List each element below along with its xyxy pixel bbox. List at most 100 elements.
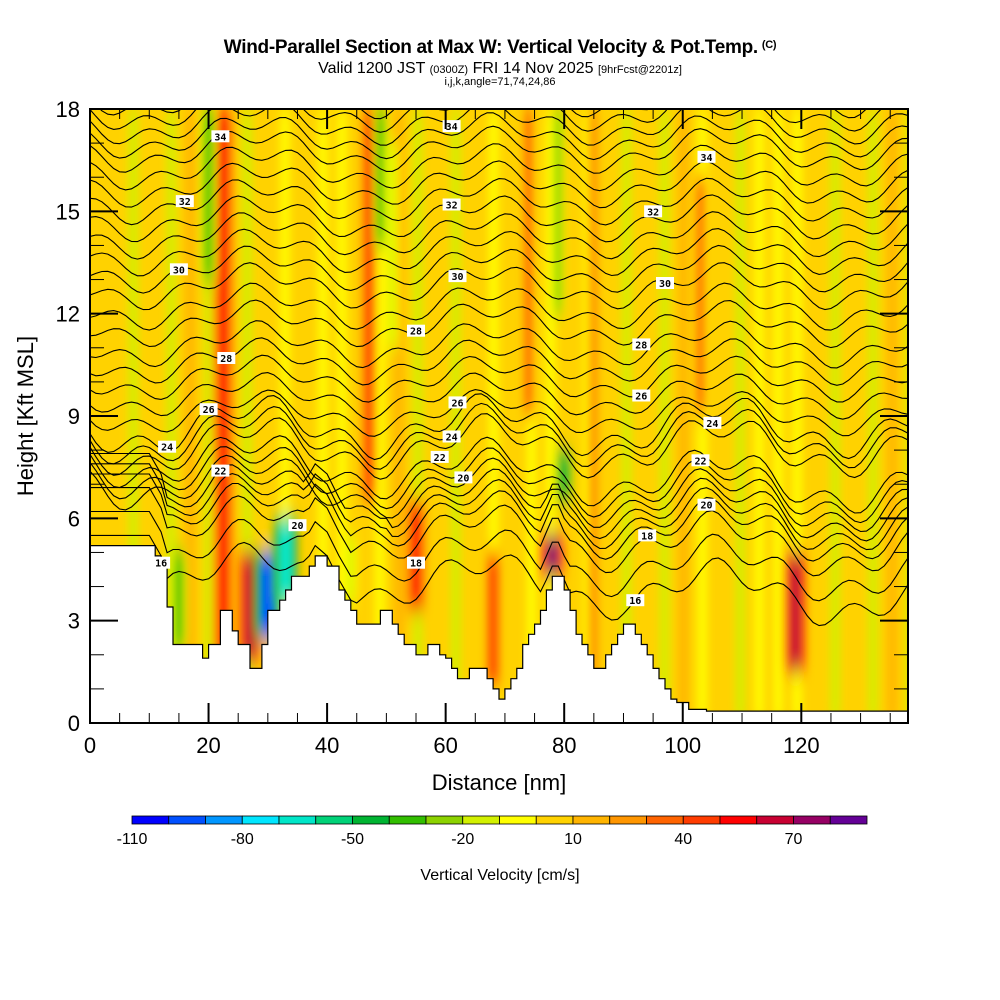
contour-label-text: 30 xyxy=(451,272,463,283)
contour-label-bg xyxy=(169,263,188,276)
contour-label-text: 28 xyxy=(635,340,647,351)
y-tick-label: 15 xyxy=(56,199,80,224)
contour-label-text: 32 xyxy=(446,201,458,212)
x-tick-label: 100 xyxy=(664,733,701,758)
theta-contour-line xyxy=(90,435,908,514)
contour-label: 22 xyxy=(691,454,710,467)
colorbar-swatch xyxy=(499,815,537,825)
field-stripe xyxy=(279,109,291,723)
field-stripe xyxy=(659,109,670,723)
updraft-core xyxy=(411,501,422,611)
contour-label-text: 28 xyxy=(410,327,422,338)
colorbar-tick-label: 40 xyxy=(674,831,692,848)
grid-indices: i,j,k,angle=71,74,24,86 xyxy=(444,76,556,88)
theta-contour-line xyxy=(90,143,908,192)
y-tick-label: 3 xyxy=(68,609,80,634)
downdraft-core xyxy=(377,109,384,246)
contour-label: 18 xyxy=(407,556,425,570)
colorbar: -110 -80 -50 -20 10 40 70 xyxy=(117,815,868,848)
field-stripe xyxy=(184,109,196,723)
colorbar-swatch xyxy=(205,815,243,825)
colorbar-tick-label: -50 xyxy=(341,831,364,848)
field-stripe xyxy=(469,109,481,723)
field-stripe xyxy=(791,109,803,723)
contour-label-bg xyxy=(211,130,230,143)
chart-subtitle: Valid 1200 JST (0300Z) FRI 14 Nov 2025 [… xyxy=(0,60,1000,78)
contour-label-text: 24 xyxy=(446,433,458,444)
contour-label-text: 18 xyxy=(641,531,653,542)
theta-contour-line xyxy=(90,244,908,294)
downdraft-core xyxy=(348,535,354,604)
contour-label-text: 22 xyxy=(214,467,226,478)
colorbar-title: Vertical Velocity [cm/s] xyxy=(420,867,579,884)
y-tick-label: 6 xyxy=(68,506,80,531)
colorbar-swatch xyxy=(535,815,574,825)
field-stripe xyxy=(772,109,784,723)
contour-label-text: 26 xyxy=(635,392,647,403)
y-tick-label: 12 xyxy=(56,302,80,327)
theta-contour-line xyxy=(90,320,908,369)
field-stripe xyxy=(810,109,822,723)
contour-label-bg xyxy=(454,471,473,484)
theta-contour-line xyxy=(90,32,908,79)
colorbar-tick-label: -80 xyxy=(231,831,254,848)
field-stripe xyxy=(393,109,405,723)
colorbar-tick-label: -20 xyxy=(451,831,474,848)
contour-label: 34 xyxy=(697,150,716,164)
contour-label-text: 22 xyxy=(694,456,706,467)
contour-label: 28 xyxy=(217,352,236,365)
contour-label-bg xyxy=(288,519,307,532)
contour-label: 32 xyxy=(175,195,194,208)
field-stripe xyxy=(203,109,215,723)
axes: 0 20 40 60 80 100 120 0 3 6 9 12 15 18 xyxy=(56,97,909,758)
colorbar-swatch xyxy=(572,815,611,825)
contour-label-text: 26 xyxy=(451,398,463,409)
theta-contour-line xyxy=(90,510,908,602)
updraft-core xyxy=(489,552,497,689)
colorbar-swatch xyxy=(682,815,721,825)
contour-label: 30 xyxy=(169,263,188,276)
downdraft-core xyxy=(175,552,183,648)
downdraft-core xyxy=(279,518,292,604)
contour-label-bg xyxy=(217,352,236,364)
contour-label-bg xyxy=(632,338,651,351)
field-stripe xyxy=(734,109,746,723)
x-tick-label: 0 xyxy=(84,733,96,758)
contour-label: 26 xyxy=(448,396,467,409)
contour-label: 30 xyxy=(656,277,674,290)
x-axis-title: Distance [nm] xyxy=(432,770,567,795)
field-stripe xyxy=(127,109,139,723)
x-tick-label: 40 xyxy=(315,733,339,758)
contour-label-text: 28 xyxy=(220,354,232,365)
contour-label: 18 xyxy=(638,529,657,542)
contour-label-text: 32 xyxy=(647,207,659,218)
theta-contour-line xyxy=(90,211,908,260)
y-tick-label: 18 xyxy=(56,97,80,122)
theta-contour-line xyxy=(90,487,908,577)
contour-label-text: 24 xyxy=(161,443,173,454)
field-stripe xyxy=(678,109,689,723)
contour-label: 20 xyxy=(288,519,307,532)
contour-label-text: 32 xyxy=(179,197,191,208)
theta-contour-line xyxy=(90,262,908,311)
contour-label-text: 26 xyxy=(203,405,215,416)
field-stripe xyxy=(867,109,879,723)
contour-label: 34 xyxy=(211,130,230,143)
theta-contour-line xyxy=(90,299,908,349)
colorbar-swatch xyxy=(241,815,280,825)
updraft-core xyxy=(364,109,373,502)
theta-contour-line xyxy=(90,534,908,627)
forecast-info: [9hrFcst@2201z] xyxy=(597,64,682,76)
theta-contour-line xyxy=(90,160,908,209)
contour-label: 22 xyxy=(211,464,230,478)
contour-label-text: 16 xyxy=(155,559,167,570)
contour-label-text: 34 xyxy=(700,153,712,164)
contour-label-bg xyxy=(656,277,674,289)
field-stripe xyxy=(165,109,177,723)
contour-label-bg xyxy=(158,440,177,453)
field-stripe xyxy=(715,109,727,723)
field-stripe xyxy=(545,109,556,723)
colorbar-swatch xyxy=(131,815,170,825)
